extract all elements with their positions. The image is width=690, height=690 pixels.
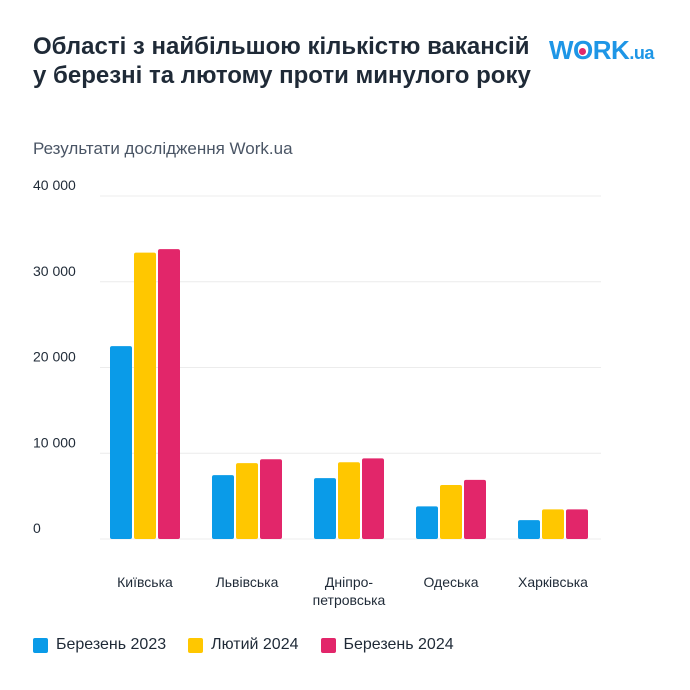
legend-label: Березень 2023 <box>56 636 167 653</box>
bar <box>314 478 336 539</box>
chart-subtitle: Результати дослідження Work.ua <box>33 139 293 158</box>
y-tick-label: 0 <box>33 520 41 536</box>
bar <box>416 506 438 539</box>
x-tick-label: Київська <box>117 574 173 590</box>
bar <box>542 509 564 539</box>
legend-swatch <box>33 637 48 653</box>
bar <box>110 346 132 539</box>
bar <box>440 484 462 539</box>
bar <box>134 252 156 539</box>
legend: Березень 2023 Лютий 2024 Березень 2024 <box>33 636 454 654</box>
x-tick-label: Дніпро-петровська <box>313 574 386 608</box>
legend-item: Березень 2023 <box>33 636 166 654</box>
chart-title: Області з найбільшою кількістю вакансій … <box>33 33 531 89</box>
bar <box>362 458 384 539</box>
work-ua-logo: WORK.ua <box>549 35 654 65</box>
legend-label: Лютий 2024 <box>211 636 299 653</box>
legend-swatch <box>188 637 204 653</box>
x-tick-label: Харківська <box>518 574 588 590</box>
bar <box>236 463 258 539</box>
bar <box>212 475 234 539</box>
bar <box>518 520 540 539</box>
y-tick-label: 10 000 <box>33 434 76 450</box>
bar <box>464 479 486 539</box>
legend-item: Лютий 2024 <box>188 636 299 654</box>
bar <box>260 459 282 539</box>
legend-swatch <box>320 637 336 653</box>
bar <box>158 249 180 540</box>
y-tick-label: 40 000 <box>33 177 76 193</box>
bar <box>566 509 588 539</box>
y-tick-label: 30 000 <box>33 263 76 279</box>
x-tick-label: Одеська <box>423 574 478 590</box>
legend-label: Березень 2024 <box>343 636 454 653</box>
legend-item: Березень 2024 <box>320 636 454 654</box>
bar <box>338 462 360 539</box>
y-tick-label: 20 000 <box>33 349 76 365</box>
x-tick-label: Львівська <box>216 574 279 590</box>
